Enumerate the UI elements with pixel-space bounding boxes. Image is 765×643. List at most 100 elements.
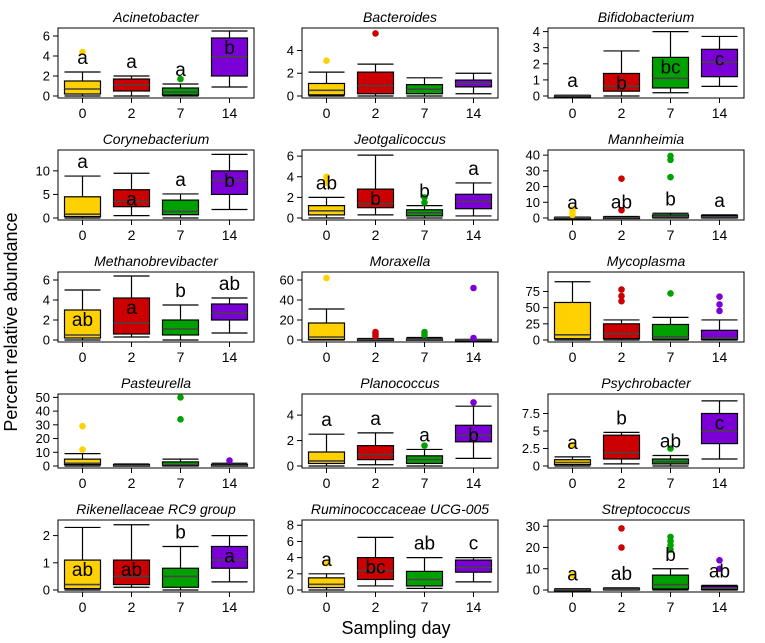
significance-letter: a [321,550,332,571]
x-tick-label: 7 [421,105,429,121]
box-7 [161,461,200,467]
x-tick-label: 7 [421,475,429,491]
outlier-point [323,57,330,65]
panel-planococcus: Planococcus 0 2 4 0 a 2 a 7 a 14 b [287,375,499,491]
outlier-point [716,556,723,564]
box-14 [700,329,739,340]
x-tick-label: 2 [618,475,626,491]
y-tick-label: 0 [43,89,50,104]
outlier-point [569,206,576,213]
panel-corynebacterium: Corynebacterium 0 5 10 0 a 2 a 7 a 14 b [36,131,255,243]
outlier-point [421,442,428,449]
x-tick-label: 7 [177,227,185,243]
significance-letter: c [469,534,479,555]
box-0 [63,458,102,466]
panel-title: Ruminococcaceae UCG-005 [311,501,489,517]
x-tick-label: 7 [667,227,675,243]
significance-letter: ab [219,274,240,295]
significance-letter: ab [414,534,435,555]
outlier-point [372,328,379,336]
outlier-point [177,394,184,401]
box-2 [356,445,395,461]
y-tick-label: 7.5 [522,406,540,421]
outlier-point [716,293,723,300]
box-14 [210,170,249,196]
significance-letter: ab [660,432,681,453]
outlier-point [177,416,184,423]
x-tick-label: 0 [569,599,577,615]
plot-frame [57,393,255,469]
significance-letter: a [224,546,235,567]
outlier-point [618,292,625,300]
y-tick-label: 2 [43,528,50,543]
y-tick-label: 0 [533,89,540,104]
box-2 [356,557,395,581]
significance-letter: b [665,189,676,210]
panel-title: Corynebacterium [103,131,210,147]
x-tick-label: 2 [618,227,626,243]
y-tick-label: 2 [43,313,50,328]
x-tick-label: 2 [618,349,626,365]
outlier-point [323,274,330,282]
x-tick-label: 2 [128,105,136,121]
outlier-point [421,199,428,206]
box-0 [63,309,102,339]
y-tick-label: 30 [36,417,50,432]
panels-group: Acinetobacter02460a2a7a14bBacteroides024… [36,9,745,615]
x-tick-label: 7 [421,349,429,365]
significance-letter: a [126,298,137,319]
x-tick-label: 2 [372,599,380,615]
y-tick-label: 5 [43,187,50,202]
x-tick-label: 14 [466,349,482,365]
y-tick-label: 20 [526,540,540,555]
x-tick-label: 14 [222,227,238,243]
outlier-point [618,206,625,214]
significance-letter: a [370,409,381,430]
y-tick-label: 6 [43,273,50,288]
x-tick-label: 7 [667,349,675,365]
panel-bacteroides: Bacteroides 0 2 4 0 2 7 14 [287,9,499,121]
significance-letter: a [77,152,88,173]
box-14 [210,545,249,569]
panel-title: Methanobrevibacter [94,253,219,269]
box-14 [210,303,249,321]
significance-letter: ab [72,560,93,581]
y-tick-label: 0 [43,583,50,598]
y-tick-label: 6 [287,149,294,164]
x-tick-label: 14 [222,599,238,615]
x-tick-label: 7 [421,599,429,615]
significance-letter: b [665,545,676,566]
y-tick-label: 6 [287,534,294,549]
y-tick-label: 60 [280,273,294,288]
y-tick-label: 20 [36,431,50,446]
box-7 [405,570,444,587]
plot-frame [547,519,745,593]
significance-letter: b [175,281,186,302]
y-tick-label: 0 [43,333,50,348]
x-tick-label: 0 [79,349,87,365]
y-tick-label: 20 [280,313,294,328]
outlier-point [716,307,723,315]
y-tick-label: 40 [280,293,294,308]
significance-letter: ab [611,564,632,585]
outlier-point [421,328,428,336]
plot-frame [301,393,499,469]
significance-letter: ab [121,560,142,581]
y-tick-label: 0 [533,459,540,474]
outlier-point [323,173,330,181]
box-0 [63,80,102,95]
plot-frame [301,271,499,343]
significance-letter: a [175,170,186,191]
outlier-point [618,286,625,293]
x-tick-label: 0 [323,599,331,615]
outlier-point [618,525,625,532]
plot-frame [547,271,745,343]
x-tick-label: 2 [128,349,136,365]
x-tick-label: 0 [323,227,331,243]
x-tick-label: 0 [79,227,87,243]
y-tick-label: 10 [526,195,540,210]
panel-title: Pasteurella [121,375,191,391]
